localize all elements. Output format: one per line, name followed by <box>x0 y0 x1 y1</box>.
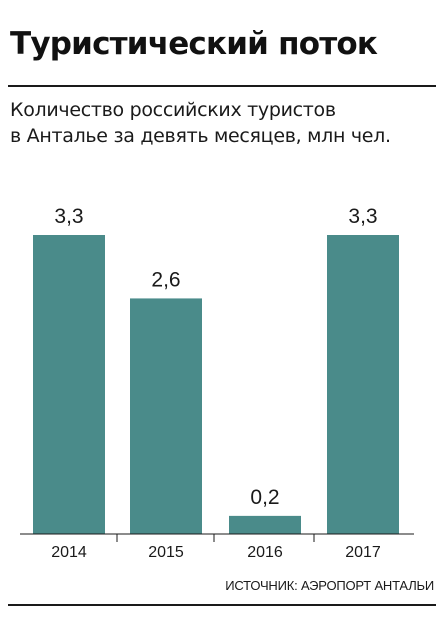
x-axis-ticks-group <box>116 534 315 542</box>
bar-2016 <box>229 515 301 534</box>
category-label-2015: 2015 <box>148 544 184 561</box>
category-labels-group: 2014 2015 2016 2017 <box>51 544 381 561</box>
category-label-2014: 2014 <box>51 544 87 561</box>
value-label-2016: 0,2 <box>250 486 279 509</box>
subtitle-line-2: в Анталье за девять месяцев, млн чел. <box>10 125 391 147</box>
value-label-2014: 3,3 <box>54 205 83 228</box>
subtitle-line-1: Количество российских туристов <box>10 99 336 121</box>
bars-group <box>33 235 399 534</box>
footer-divider <box>8 604 436 606</box>
chart-title: Туристический поток <box>10 26 378 62</box>
category-label-2016: 2016 <box>247 544 283 561</box>
value-label-2017: 3,3 <box>348 205 377 228</box>
value-labels-group: 3,3 2,6 0,2 3,3 <box>54 205 377 509</box>
bar-2017 <box>327 235 399 534</box>
value-label-2015: 2,6 <box>151 268 180 291</box>
source-note: ИСТОЧНИК: АЭРОПОРТ АНТАЛЬИ <box>225 578 434 593</box>
bar-2015 <box>130 298 202 534</box>
title-divider <box>8 85 436 87</box>
chart-subtitle: Количество российских туристов в Анталье… <box>10 97 391 149</box>
category-label-2017: 2017 <box>345 544 381 561</box>
bar-2014 <box>33 235 105 534</box>
